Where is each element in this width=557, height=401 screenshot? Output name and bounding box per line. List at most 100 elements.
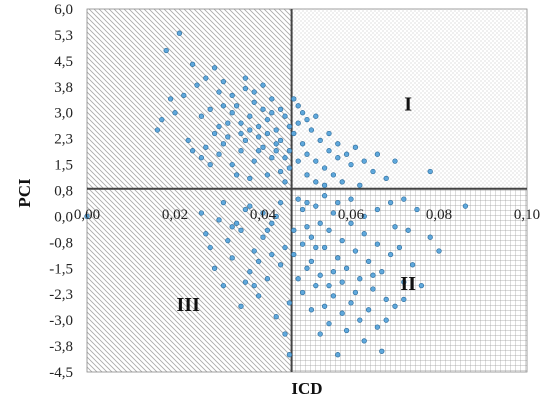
data-point [238,148,244,154]
data-point [299,110,306,116]
data-point [269,220,275,226]
data-point [251,282,257,289]
data-point [225,237,231,244]
data-point [357,317,363,323]
data-point [352,248,359,254]
data-point [343,327,350,334]
y-tick-label: 3,8 [54,80,73,96]
data-point [299,141,306,147]
data-point [282,244,288,251]
y-tick-label: 5,3 [54,28,73,44]
data-point [163,47,169,54]
data-point [414,206,420,213]
data-point [304,199,310,206]
data-point [427,234,433,240]
data-point [357,182,363,188]
data-point [264,227,271,233]
data-point [229,255,235,261]
y-axis-title: PCI [15,178,34,208]
y-tick-label: -1,5 [49,261,73,277]
data-point [238,227,244,233]
data-point [313,158,319,164]
data-point [313,282,319,289]
data-point [264,276,271,282]
data-point [216,217,222,223]
data-point [330,210,337,216]
data-point [242,279,249,285]
data-point [286,165,293,171]
data-point [260,210,266,216]
data-point [295,196,301,202]
data-point [387,199,394,206]
data-point [383,175,389,182]
data-point [335,255,341,261]
data-point [317,272,323,278]
data-point [304,172,310,178]
x-axis-title: ICD [291,379,322,398]
data-point [229,110,235,116]
data-point [242,85,249,92]
data-point [198,210,205,216]
x-tick-label: 0,08 [426,207,452,223]
data-point [352,289,359,296]
data-point [220,78,227,85]
data-point [211,65,218,71]
y-tick-label: 6,0 [54,2,73,18]
data-point [348,220,354,226]
data-point [370,272,376,278]
data-point [321,182,328,188]
data-point [295,276,301,282]
data-point [299,289,306,296]
data-point [335,155,341,161]
data-point [321,193,328,199]
data-point [181,92,187,99]
data-point [330,293,337,299]
data-point [207,161,213,168]
scatter-points [84,30,469,358]
data-point [321,165,328,171]
y-tick-label: 0,8 [54,184,73,200]
data-point [326,130,332,137]
data-point [313,113,319,119]
data-point [392,224,398,230]
data-point [242,75,249,81]
data-point [361,158,367,164]
data-point [207,244,213,251]
data-point [348,196,354,202]
data-point [251,99,257,105]
data-point [247,113,253,119]
data-point [405,227,411,233]
data-point [194,82,200,88]
data-point [255,258,262,265]
quadrant-2-area [291,188,527,372]
data-point [84,213,90,220]
quadrant-split-lines [87,9,527,372]
data-point [365,258,372,265]
data-point [176,30,183,36]
data-point [207,106,213,112]
y-tick-label: 4,5 [54,54,73,70]
data-point [291,251,297,258]
x-tick-label: 0,10 [514,207,540,223]
data-point [255,123,262,130]
data-point [374,151,381,157]
data-point [361,231,367,237]
data-point [286,123,293,130]
data-point [264,172,271,178]
data-point [343,151,350,157]
data-point [295,120,301,126]
data-point [264,116,271,123]
data-point [247,269,253,275]
data-point [167,96,174,102]
data-point [330,172,337,178]
data-point [427,168,433,175]
data-point [295,103,301,109]
data-point [401,279,407,285]
data-point [326,227,332,233]
data-point [220,103,227,109]
data-point [220,141,227,147]
quadrant-3-area [87,188,292,372]
data-point [330,269,337,275]
data-point [203,75,209,81]
